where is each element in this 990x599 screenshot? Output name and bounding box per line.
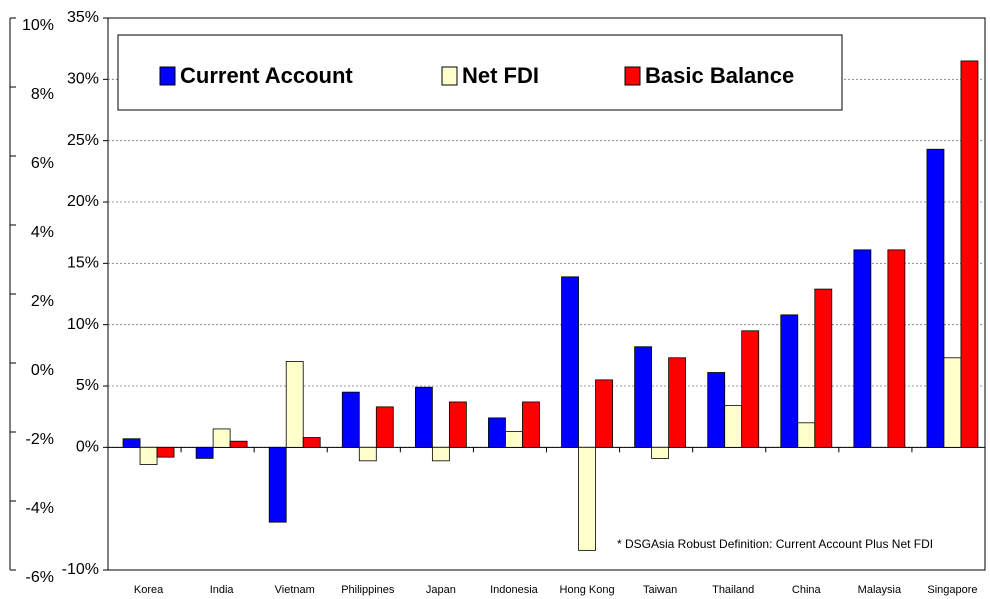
y2-tick-label: 8% [31, 86, 54, 103]
x-tick-label: Vietnam [275, 584, 315, 596]
y-tick-label: 10% [67, 316, 99, 333]
bar [707, 372, 726, 448]
x-tick-label: Thailand [712, 584, 754, 596]
x-tick-label: Philippines [341, 584, 395, 596]
y-tick-label: 0% [76, 439, 99, 456]
y2-tick-label: -2% [26, 431, 54, 448]
bar [668, 357, 687, 448]
x-tick-label: Singapore [927, 584, 977, 596]
bar [212, 428, 231, 448]
legend-label: Current Account [180, 63, 353, 88]
y2-tick-label: 4% [31, 224, 54, 241]
y2-tick-label: 0% [31, 362, 54, 379]
bar [341, 391, 360, 448]
x-tick-label: Hong Kong [560, 584, 615, 596]
y-tick-label: 25% [67, 132, 99, 149]
bar [853, 249, 872, 448]
bar [522, 401, 540, 448]
bar [887, 249, 906, 448]
x-tick-label: Japan [426, 584, 456, 596]
bar [302, 437, 321, 448]
legend-box [117, 34, 843, 111]
y2-tick-label: 2% [31, 293, 54, 310]
bar [448, 401, 467, 448]
legend-swatch [624, 66, 641, 86]
y-tick-label: -10% [62, 561, 99, 578]
bar [268, 446, 287, 523]
bar [814, 288, 833, 448]
plot-area [107, 17, 986, 571]
bar [139, 446, 158, 465]
bar [595, 379, 613, 448]
bar [561, 276, 579, 448]
bar [229, 440, 248, 448]
bar [651, 446, 670, 459]
y-tick-label: 5% [76, 377, 99, 394]
x-tick-label: India [210, 584, 235, 596]
bar [926, 148, 945, 448]
bar [358, 446, 377, 462]
y2-tick-label: -4% [26, 500, 54, 517]
bar [797, 422, 816, 448]
bar [285, 361, 304, 448]
legend-label: Basic Balance [645, 63, 794, 88]
bar [414, 386, 433, 448]
bar [634, 346, 653, 448]
bar [375, 406, 394, 448]
x-tick-label: Malaysia [858, 584, 902, 596]
bar [156, 446, 175, 458]
bar [122, 438, 141, 448]
bar [488, 417, 506, 448]
bar [741, 330, 760, 448]
y-tick-label: 15% [67, 255, 99, 272]
bar [505, 430, 523, 448]
x-tick-label: China [792, 584, 822, 596]
y-tick-label: 35% [67, 9, 99, 26]
annotation: * DSGAsia Robust Definition: Current Acc… [617, 537, 933, 551]
y2-tick-label: 6% [31, 155, 54, 172]
bar [724, 405, 743, 448]
y-tick-label: 20% [67, 193, 99, 210]
legend-label: Net FDI [462, 63, 539, 88]
bar [431, 446, 450, 462]
y2-tick-label: 10% [22, 17, 54, 34]
bar [960, 60, 979, 448]
bar [943, 357, 962, 448]
bar [578, 446, 596, 551]
legend-swatch [159, 66, 176, 86]
bar [195, 446, 214, 459]
legend-swatch [441, 66, 458, 86]
y-tick-label: 30% [67, 71, 99, 88]
x-tick-label: Indonesia [490, 584, 539, 596]
y2-tick-label: -6% [26, 569, 54, 586]
x-tick-label: Taiwan [643, 584, 677, 596]
x-tick-label: Korea [134, 584, 164, 596]
bar [780, 314, 799, 448]
